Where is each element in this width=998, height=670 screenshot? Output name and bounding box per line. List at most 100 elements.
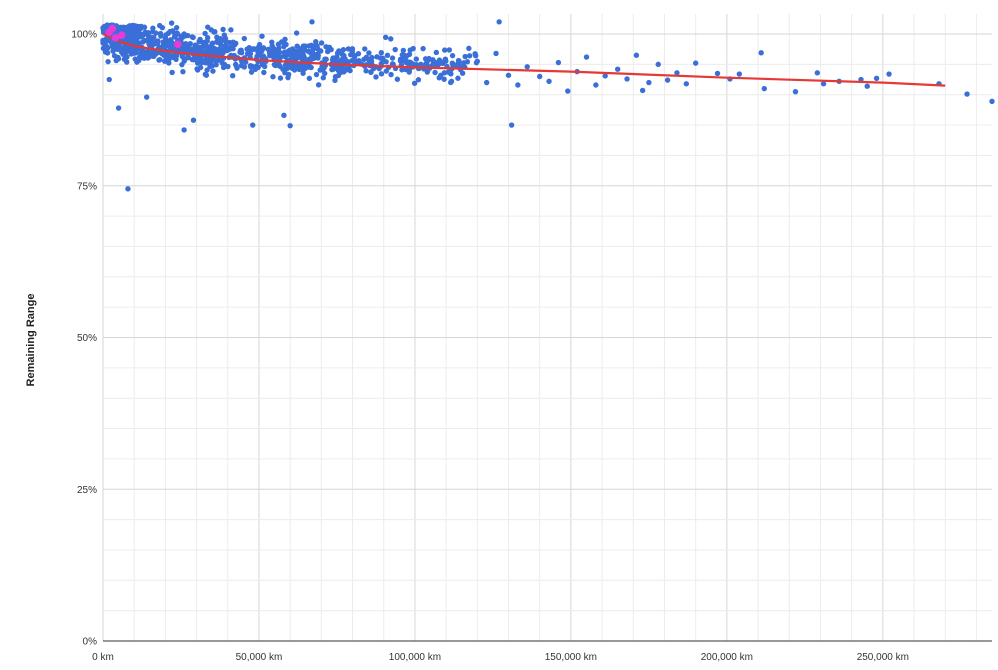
data-point: [278, 54, 284, 60]
data-point: [249, 63, 255, 69]
data-point: [455, 75, 461, 81]
data-point: [450, 61, 457, 67]
data-point: [105, 58, 111, 65]
data-point: [368, 58, 375, 64]
data-point: [169, 69, 175, 76]
y-tick-label: 50%: [77, 333, 97, 344]
data-point: [683, 81, 690, 87]
data-point: [714, 70, 721, 77]
data-point: [178, 33, 184, 39]
data-point: [388, 71, 394, 78]
data-point: [194, 66, 200, 72]
data-point: [230, 39, 236, 45]
data-point: [214, 34, 220, 40]
data-point: [474, 58, 481, 65]
data-point: [122, 51, 128, 58]
data-point: [820, 81, 827, 87]
data-point: [130, 23, 136, 29]
data-point: [437, 60, 443, 66]
data-point: [254, 53, 260, 60]
data-point: [429, 62, 436, 68]
data-point: [633, 52, 640, 58]
data-point: [180, 68, 186, 75]
x-tick-label: 50,000 km: [236, 652, 283, 663]
data-point: [300, 70, 306, 76]
data-point: [461, 60, 467, 66]
data-point: [483, 79, 490, 86]
data-point: [989, 98, 995, 105]
data-point: [162, 38, 168, 45]
data-point: [340, 46, 347, 53]
data-point: [166, 57, 172, 63]
data-point: [241, 64, 248, 70]
axes: 0% 25% 50% 75% 100% 0 km 50,000 km 100,000 km 15…: [71, 30, 992, 663]
data-point: [296, 66, 303, 73]
data-point: [472, 51, 478, 57]
data-point: [202, 30, 208, 37]
outlier-point: [281, 112, 287, 119]
data-point: [593, 82, 599, 88]
data-point: [466, 53, 473, 59]
data-point: [210, 68, 216, 74]
data-point: [397, 58, 404, 64]
data-point: [213, 62, 219, 68]
data-point: [378, 49, 385, 56]
data-point: [345, 46, 352, 52]
data-point: [761, 85, 767, 92]
data-point: [208, 60, 214, 66]
data-point: [459, 70, 466, 76]
data-point: [285, 71, 292, 78]
data-point: [230, 46, 236, 52]
data-point: [602, 73, 608, 79]
data-point: [306, 75, 313, 82]
trend-line: [102, 33, 946, 87]
data-point: [423, 61, 429, 67]
data-point: [337, 67, 343, 73]
data-point: [165, 30, 172, 36]
data-point: [140, 55, 146, 61]
data-point: [162, 58, 168, 64]
data-point: [234, 65, 240, 71]
x-tick-label: 150,000 km: [545, 652, 597, 663]
data-point: [329, 66, 335, 73]
data-point: [305, 48, 312, 55]
data-point: [145, 33, 152, 39]
data-point: [674, 70, 680, 76]
data-point: [204, 56, 210, 62]
data-point: [413, 61, 420, 68]
data-point: [355, 51, 362, 57]
data-point: [318, 40, 325, 46]
data-point: [113, 57, 119, 64]
data-point: [253, 63, 260, 69]
data-point: [323, 44, 329, 50]
data-point: [246, 45, 252, 51]
data-point: [418, 61, 424, 68]
highlight-point: [117, 31, 126, 40]
data-point: [196, 46, 203, 52]
data-point: [266, 48, 273, 54]
data-point: [220, 26, 226, 33]
data-point: [212, 29, 218, 35]
data-point: [537, 73, 543, 80]
data-point: [413, 56, 419, 62]
data-point: [244, 51, 251, 57]
x-tick-label: 0 km: [92, 652, 114, 663]
data-point: [192, 43, 198, 50]
highlight-point: [111, 33, 120, 42]
data-point: [281, 43, 287, 50]
outlier-point: [168, 20, 175, 26]
data-point: [362, 46, 368, 52]
data-point: [555, 59, 562, 66]
data-point: [332, 77, 338, 84]
data-point: [505, 72, 512, 78]
data-point: [295, 62, 301, 68]
data-point: [310, 46, 316, 53]
data-point: [167, 52, 174, 59]
data-point: [366, 50, 372, 56]
data-point: [448, 78, 455, 85]
data-point: [373, 74, 379, 80]
data-point: [221, 32, 228, 38]
data-point: [181, 58, 187, 64]
x-tick-label: 100,000 km: [389, 652, 441, 663]
data-point: [132, 56, 138, 62]
